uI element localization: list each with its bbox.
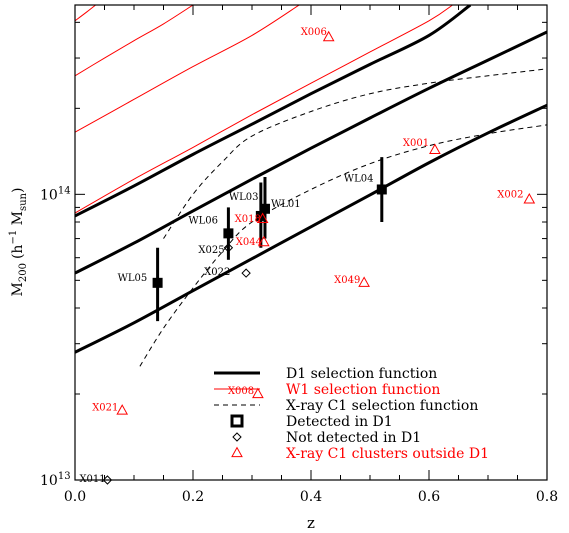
point-label: WL01 bbox=[271, 199, 301, 210]
detected-marker bbox=[259, 203, 270, 214]
x-tick-label: 0.0 bbox=[64, 489, 86, 505]
point-label: WL04 bbox=[344, 173, 374, 184]
legend-label: X-ray C1 clusters outside D1 bbox=[286, 446, 489, 462]
w1-selection-curve bbox=[75, 5, 453, 214]
point-label: WL03 bbox=[229, 192, 259, 203]
y-axis-label: M200(h−1 Msun) bbox=[8, 188, 29, 297]
xray-outside-marker bbox=[256, 212, 269, 224]
not-detected-marker bbox=[223, 243, 234, 253]
tick-labels: 0.0 0.2 0.4 0.6 0.8 1013 1014 bbox=[40, 185, 558, 505]
xray-outside-marker bbox=[358, 276, 370, 287]
d1-selection-curve bbox=[75, 5, 472, 218]
xray-outside-marker bbox=[257, 235, 270, 247]
x-tick-label: 0.2 bbox=[182, 489, 204, 505]
detected-marker bbox=[152, 277, 163, 288]
point-label: X044 bbox=[236, 237, 262, 248]
point-label: X049 bbox=[334, 275, 360, 286]
legend-label: X-ray C1 selection function bbox=[286, 398, 478, 414]
c1-selection-curve bbox=[139, 124, 547, 367]
legend-square bbox=[230, 414, 244, 428]
point-label: X021 bbox=[92, 403, 118, 414]
legend-diamond bbox=[232, 432, 242, 442]
legend-label: W1 selection function bbox=[286, 382, 440, 398]
not-detected-marker bbox=[241, 268, 251, 278]
d1-selection-curve bbox=[75, 103, 547, 354]
point-label: X018 bbox=[235, 214, 261, 225]
data-markers bbox=[102, 30, 536, 485]
xray-outside-marker bbox=[523, 192, 536, 204]
w1-selection-curve bbox=[75, 5, 194, 77]
point-label: WL05 bbox=[118, 273, 148, 284]
point-label: X022 bbox=[204, 267, 230, 278]
legend-label: Detected in D1 bbox=[286, 414, 393, 430]
legend-label: D1 selection function bbox=[286, 366, 437, 382]
xray-outside-marker bbox=[429, 143, 441, 155]
legend-triangle bbox=[231, 446, 243, 458]
y-tick-label: 1014 bbox=[40, 185, 71, 203]
xray-outside-marker bbox=[116, 404, 129, 415]
axis-ticks bbox=[74, 5, 548, 481]
selection-curves bbox=[75, 5, 547, 367]
point-label: WL06 bbox=[188, 215, 218, 226]
point-label: X001 bbox=[403, 138, 429, 149]
xray-outside-marker bbox=[252, 387, 264, 399]
point-label: X002 bbox=[497, 189, 523, 200]
detected-marker bbox=[223, 228, 234, 239]
legend-label: Not detected in D1 bbox=[286, 430, 421, 446]
point-label: X006 bbox=[301, 27, 327, 38]
x-tick-label: 0.4 bbox=[300, 489, 322, 505]
xray-outside-marker bbox=[322, 30, 335, 42]
point-label: X008 bbox=[228, 386, 254, 397]
detected-marker bbox=[376, 184, 387, 195]
w1-selection-curve bbox=[75, 5, 96, 22]
y-tick-label: 1013 bbox=[40, 471, 71, 489]
x-tick-label: 0.8 bbox=[536, 489, 558, 505]
c1-selection-curve bbox=[163, 68, 547, 239]
d1-selection-curve bbox=[75, 30, 547, 275]
w1-selection-curve bbox=[75, 5, 300, 133]
x-axis-label: z bbox=[307, 514, 315, 532]
x-tick-label: 0.6 bbox=[418, 489, 440, 505]
point-label: X025 bbox=[198, 245, 224, 256]
